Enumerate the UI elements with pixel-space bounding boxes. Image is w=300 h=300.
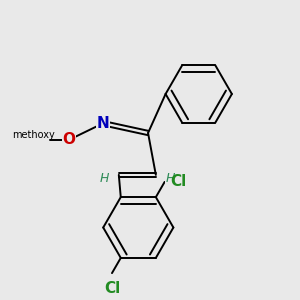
Text: H: H	[166, 172, 175, 185]
Text: O: O	[63, 132, 76, 147]
Text: Cl: Cl	[104, 281, 120, 296]
Text: N: N	[97, 116, 110, 131]
Text: methoxy: methoxy	[12, 130, 54, 140]
Text: Cl: Cl	[170, 174, 187, 189]
Text: H: H	[100, 172, 109, 185]
